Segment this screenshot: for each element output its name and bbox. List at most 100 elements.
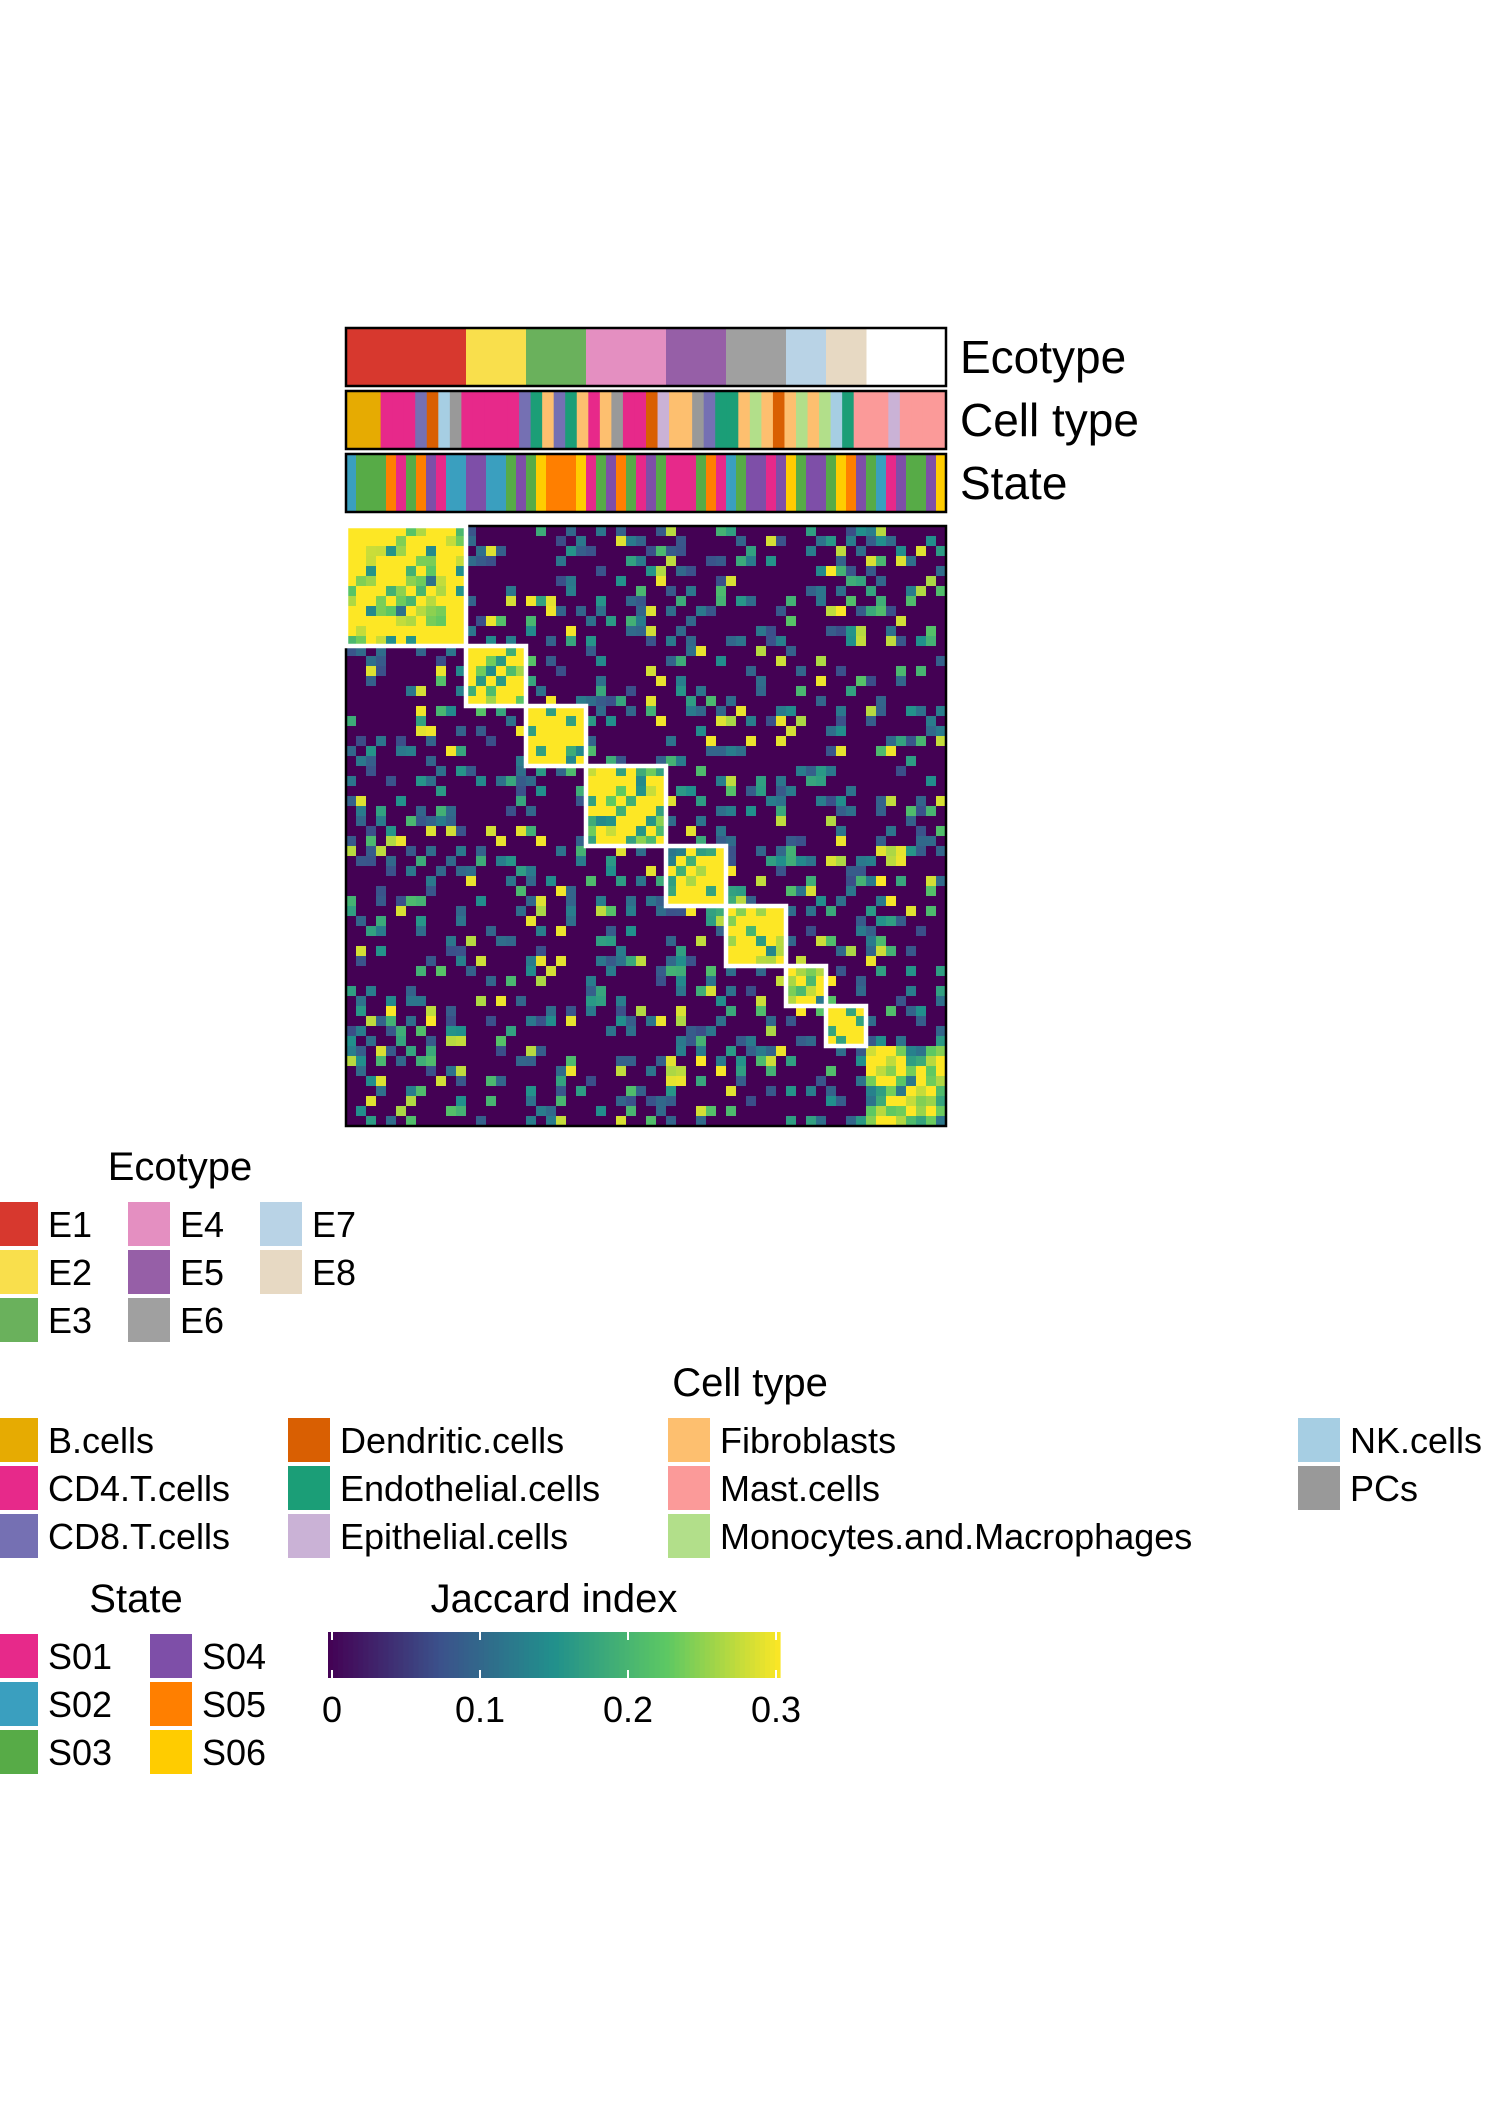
heatmap-cell [656,906,667,917]
heatmap-cell [556,616,567,627]
heatmap-cell [866,706,877,717]
heatmap-cell [546,716,557,727]
heatmap-cell [816,536,827,547]
heatmap-cell [866,636,877,647]
track-state-cell [836,454,847,512]
heatmap-cell [406,626,417,637]
heatmap-cell [536,616,547,627]
heatmap-cell [536,636,547,647]
heatmap-cell [846,766,857,777]
heatmap-cell [556,826,567,837]
heatmap-cell [476,636,487,647]
heatmap-cell [506,1116,517,1127]
heatmap-cell [916,746,927,757]
heatmap-cell [906,1046,917,1057]
legend-ecotype-item-label: E3 [48,1300,92,1341]
colorbar-segment [383,1632,389,1678]
heatmap-cell [856,1116,867,1127]
heatmap-cell [356,746,367,757]
heatmap-cell [436,996,447,1007]
heatmap-cell [786,726,797,737]
heatmap-cell [906,1006,917,1017]
heatmap-cell [416,686,427,697]
heatmap-cell [426,756,437,767]
heatmap-cell [576,1086,587,1097]
heatmap-cell [526,1106,537,1117]
heatmap-cell [846,916,857,927]
heatmap-cell [716,696,727,707]
heatmap-cell [516,826,527,837]
heatmap-cell [636,876,647,887]
heatmap-cell [346,626,357,637]
heatmap-cell [746,1096,757,1107]
heatmap-cell [926,806,937,817]
heatmap-cell [516,676,527,687]
heatmap-cell [846,1076,857,1087]
heatmap-cell [766,976,777,987]
heatmap-cell [526,726,537,737]
heatmap-cell [376,746,387,757]
heatmap-cell [446,726,457,737]
heatmap-cell [696,886,707,897]
heatmap-cell [436,956,447,967]
ecotype-block-outlines [343,523,948,1128]
heatmap-cell [396,1056,407,1067]
heatmap-cell [896,986,907,997]
heatmap-cell [386,676,397,687]
heatmap-cell [416,676,427,687]
heatmap-cell [616,656,627,667]
legend-state-item-swatch [150,1682,192,1726]
heatmap-cell [356,876,367,887]
colorbar-segment [599,1632,605,1678]
colorbar-segment [764,1632,771,1678]
heatmap-cell [666,646,677,657]
heatmap-cell [856,666,867,677]
heatmap-cell [366,856,377,867]
heatmap-cell [846,746,857,757]
heatmap-cell [556,566,567,577]
heatmap-cell [916,1066,927,1077]
heatmap-cell [736,656,747,667]
heatmap-cell [496,866,507,877]
heatmap-cell [936,716,947,727]
heatmap-cell [496,1056,507,1067]
heatmap-cell [806,646,817,657]
heatmap-cell [656,816,667,827]
heatmap-cell [936,1006,947,1017]
heatmap-cell [446,1066,457,1077]
heatmap-cell [926,926,937,937]
heatmap-cell [486,1116,497,1127]
heatmap-cell [546,996,557,1007]
heatmap-cell [496,856,507,867]
heatmap-cell [626,1006,637,1017]
track-state-cell [606,454,617,512]
heatmap-cell [496,666,507,677]
heatmap-cell [516,1106,527,1117]
heatmap-cell [746,1036,757,1047]
heatmap-cell [376,916,387,927]
heatmap-cell [556,926,567,937]
heatmap-cell [646,1066,657,1077]
heatmap-cell [496,726,507,737]
heatmap-cell [776,646,787,657]
heatmap-cell [426,726,437,737]
heatmap-cell [556,1096,567,1107]
heatmap-cell [436,546,447,557]
heatmap-cell [376,896,387,907]
heatmap-cell [796,1006,807,1017]
heatmap-cell [776,776,787,787]
heatmap-cell [706,726,717,737]
heatmap-cell [776,756,787,767]
heatmap-cell [556,666,567,677]
heatmap-cell [486,796,497,807]
heatmap-cell [516,1056,527,1067]
track-state-cell [776,454,787,512]
heatmap-cell [476,856,487,867]
heatmap-cell [756,756,767,767]
heatmap-cell [916,626,927,637]
heatmap-cell [686,806,697,817]
heatmap-cell [436,696,447,707]
heatmap-cell [356,1006,367,1017]
heatmap-cell [736,596,747,607]
heatmap-cell [396,1076,407,1087]
